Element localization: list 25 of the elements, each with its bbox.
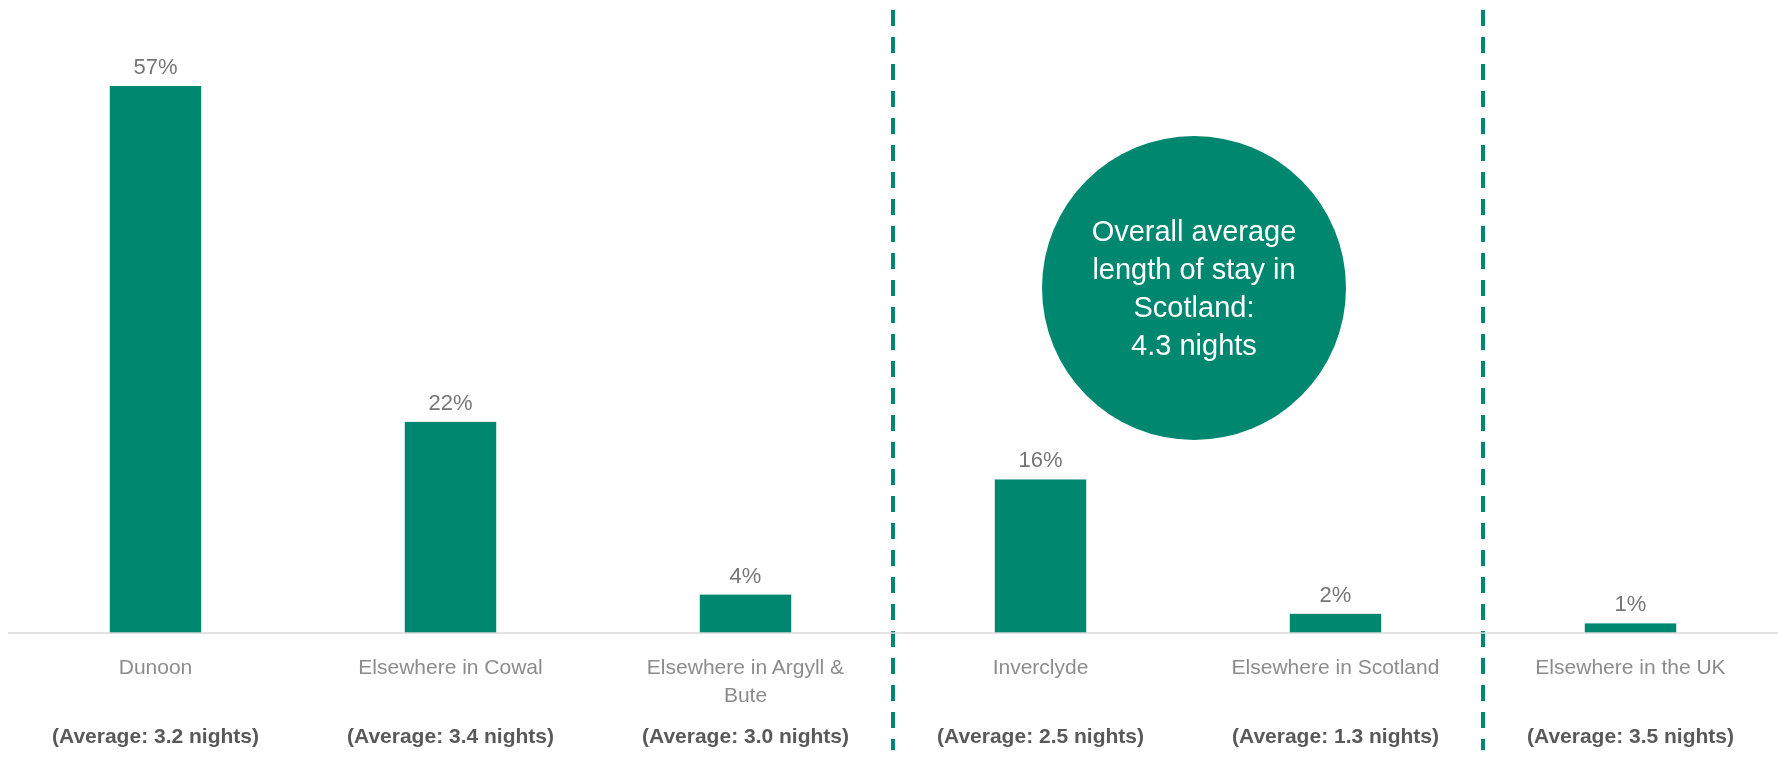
- text: (Average: 3.5 nights): [1527, 724, 1734, 747]
- x-tick-label: Elsewhere in Scotland: [1231, 655, 1440, 678]
- x-tick-label: Inverclyde: [992, 655, 1089, 678]
- bar: [699, 594, 792, 633]
- text: (Average: 3.2 nights): [52, 724, 259, 747]
- bar: [404, 421, 497, 633]
- text: (Average: 1.3 nights): [1232, 724, 1439, 747]
- text: (Average: 2.5 nights): [937, 724, 1144, 747]
- bar: [1584, 623, 1677, 633]
- text: (Average: 3.0 nights): [642, 724, 849, 747]
- data-label: 57%: [133, 54, 178, 79]
- bar: [994, 479, 1087, 633]
- x-tick-label: Elsewhere in the UK: [1535, 655, 1726, 678]
- x-tick-label: Elsewhere in Argyll & Bute: [646, 655, 845, 706]
- bar: [1289, 613, 1382, 633]
- data-label: 22%: [428, 389, 473, 415]
- x-tick-label: Elsewhere in Cowal: [358, 655, 543, 678]
- x-tick-label: Dunoon: [118, 655, 193, 678]
- data-label: 1%: [1614, 591, 1647, 617]
- data-label: 16%: [1018, 447, 1063, 473]
- annotation: Overall average length of stay in Scotland: 4.3 nights: [1091, 215, 1297, 361]
- data-label: 2%: [1319, 581, 1352, 607]
- bar: [109, 86, 202, 633]
- data-label: 4%: [729, 562, 762, 588]
- text: (Average: 3.4 nights): [347, 724, 554, 747]
